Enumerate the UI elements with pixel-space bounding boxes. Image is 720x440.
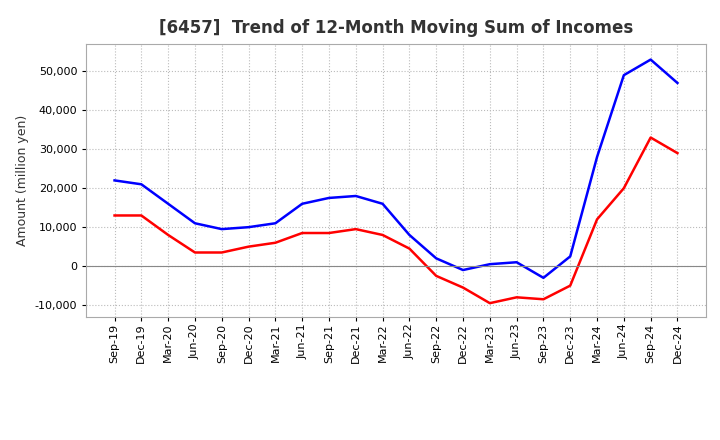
Ordinary Income	[217, 227, 226, 232]
Net Income	[539, 297, 548, 302]
Net Income	[432, 273, 441, 279]
Net Income	[485, 301, 494, 306]
Ordinary Income	[244, 224, 253, 230]
Net Income	[619, 186, 628, 191]
Net Income	[164, 232, 173, 238]
Ordinary Income	[593, 154, 601, 160]
Net Income	[351, 227, 360, 232]
Ordinary Income	[191, 220, 199, 226]
Title: [6457]  Trend of 12-Month Moving Sum of Incomes: [6457] Trend of 12-Month Moving Sum of I…	[159, 19, 633, 37]
Net Income	[217, 250, 226, 255]
Net Income	[244, 244, 253, 249]
Ordinary Income	[647, 57, 655, 62]
Net Income	[110, 213, 119, 218]
Net Income	[459, 285, 467, 290]
Net Income	[673, 150, 682, 156]
Ordinary Income	[539, 275, 548, 280]
Ordinary Income	[432, 256, 441, 261]
Y-axis label: Amount (million yen): Amount (million yen)	[17, 115, 30, 246]
Ordinary Income	[566, 254, 575, 259]
Net Income	[325, 231, 333, 236]
Net Income	[405, 246, 414, 251]
Ordinary Income	[164, 201, 173, 206]
Net Income	[191, 250, 199, 255]
Ordinary Income	[405, 232, 414, 238]
Net Income	[137, 213, 145, 218]
Net Income	[513, 295, 521, 300]
Ordinary Income	[271, 220, 279, 226]
Ordinary Income	[673, 81, 682, 86]
Net Income	[298, 231, 307, 236]
Net Income	[378, 232, 387, 238]
Net Income	[593, 217, 601, 222]
Net Income	[271, 240, 279, 246]
Net Income	[647, 135, 655, 140]
Line: Net Income: Net Income	[114, 138, 678, 303]
Line: Ordinary Income: Ordinary Income	[114, 59, 678, 278]
Ordinary Income	[298, 201, 307, 206]
Ordinary Income	[459, 268, 467, 273]
Ordinary Income	[325, 195, 333, 201]
Ordinary Income	[351, 193, 360, 198]
Ordinary Income	[378, 201, 387, 206]
Ordinary Income	[110, 178, 119, 183]
Ordinary Income	[137, 182, 145, 187]
Net Income	[566, 283, 575, 288]
Ordinary Income	[513, 260, 521, 265]
Ordinary Income	[619, 73, 628, 78]
Ordinary Income	[485, 261, 494, 267]
